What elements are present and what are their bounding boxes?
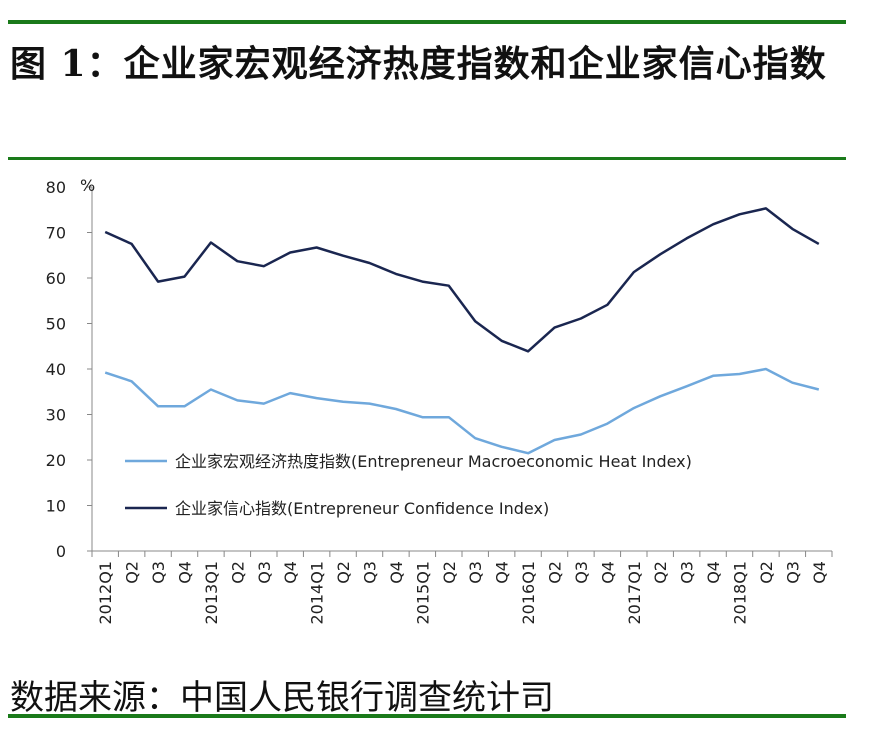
x-tick-label: Q2 — [546, 561, 565, 584]
x-tick-label: Q3 — [466, 561, 485, 584]
x-tick-label: 2018Q1 — [731, 561, 750, 625]
top-rule — [8, 20, 846, 24]
x-tick-label: Q4 — [704, 561, 723, 584]
bottom-rule — [8, 714, 846, 718]
x-tick-label: 2012Q1 — [96, 561, 115, 625]
title-rule — [8, 157, 846, 160]
x-tick-label: 2015Q1 — [413, 561, 432, 625]
x-tick-label: Q4 — [598, 561, 617, 584]
x-tick-label: Q2 — [123, 561, 142, 584]
y-tick-label: 40 — [46, 360, 66, 379]
x-tick-label: Q4 — [493, 561, 512, 584]
y-unit-label: % — [80, 176, 95, 195]
chart-axes: 0 10 20 30 40 50 60 70 80 % 2012Q1 Q2 Q3 Q4 2013Q1 Q2 Q3… — [46, 176, 833, 625]
legend-label: 企业家宏观经济热度指数(Entrepreneur Macroeconomic H… — [175, 452, 692, 471]
y-tick-label: 70 — [46, 224, 66, 243]
x-tick-label: Q2 — [440, 561, 459, 584]
source-note: 数据来源：中国人民银行调查统计司 — [10, 678, 554, 718]
y-tick-label: 60 — [46, 269, 66, 288]
x-tick-label: Q2 — [228, 561, 247, 584]
x-tick-label: Q4 — [281, 561, 300, 584]
x-tick-label: Q3 — [678, 561, 697, 584]
chart-legend: 企业家宏观经济热度指数(Entrepreneur Macroeconomic H… — [125, 452, 692, 518]
y-tick-label: 0 — [56, 542, 66, 561]
y-tick-label: 20 — [46, 451, 66, 470]
y-tick-label: 30 — [46, 406, 66, 425]
y-tick-label: 50 — [46, 315, 66, 334]
x-tick-label: 2016Q1 — [519, 561, 538, 625]
x-tick-label: Q2 — [651, 561, 670, 584]
x-tick-label: Q3 — [361, 561, 380, 584]
line-chart: 0 10 20 30 40 50 60 70 80 % 2012Q1 Q2 Q3 Q4 2013Q1 Q2 Q3… — [46, 176, 833, 625]
heat-index-line — [104, 367, 820, 455]
x-tick-label: Q4 — [810, 561, 829, 584]
x-tick-label: Q3 — [783, 561, 802, 584]
confidence-index-line — [104, 207, 820, 353]
figure-title: 图 1：企业家宏观经济热度指数和企业家信心指数 — [10, 43, 827, 85]
x-tick-label: Q2 — [334, 561, 353, 584]
x-tick-label: 2017Q1 — [625, 561, 644, 625]
y-tick-label: 80 — [46, 178, 66, 197]
x-tick-label: Q3 — [572, 561, 591, 584]
x-tick-label: Q2 — [757, 561, 776, 584]
x-tick-label: Q3 — [149, 561, 168, 584]
x-tick-label: 2013Q1 — [202, 561, 221, 625]
x-tick-label: Q3 — [255, 561, 274, 584]
x-tick-label: 2014Q1 — [308, 561, 327, 625]
legend-label: 企业家信心指数(Entrepreneur Confidence Index) — [175, 499, 549, 518]
x-tick-label: Q4 — [387, 561, 406, 584]
y-tick-label: 10 — [46, 497, 66, 516]
x-tick-label: Q4 — [176, 561, 195, 584]
chart-series — [104, 207, 820, 455]
